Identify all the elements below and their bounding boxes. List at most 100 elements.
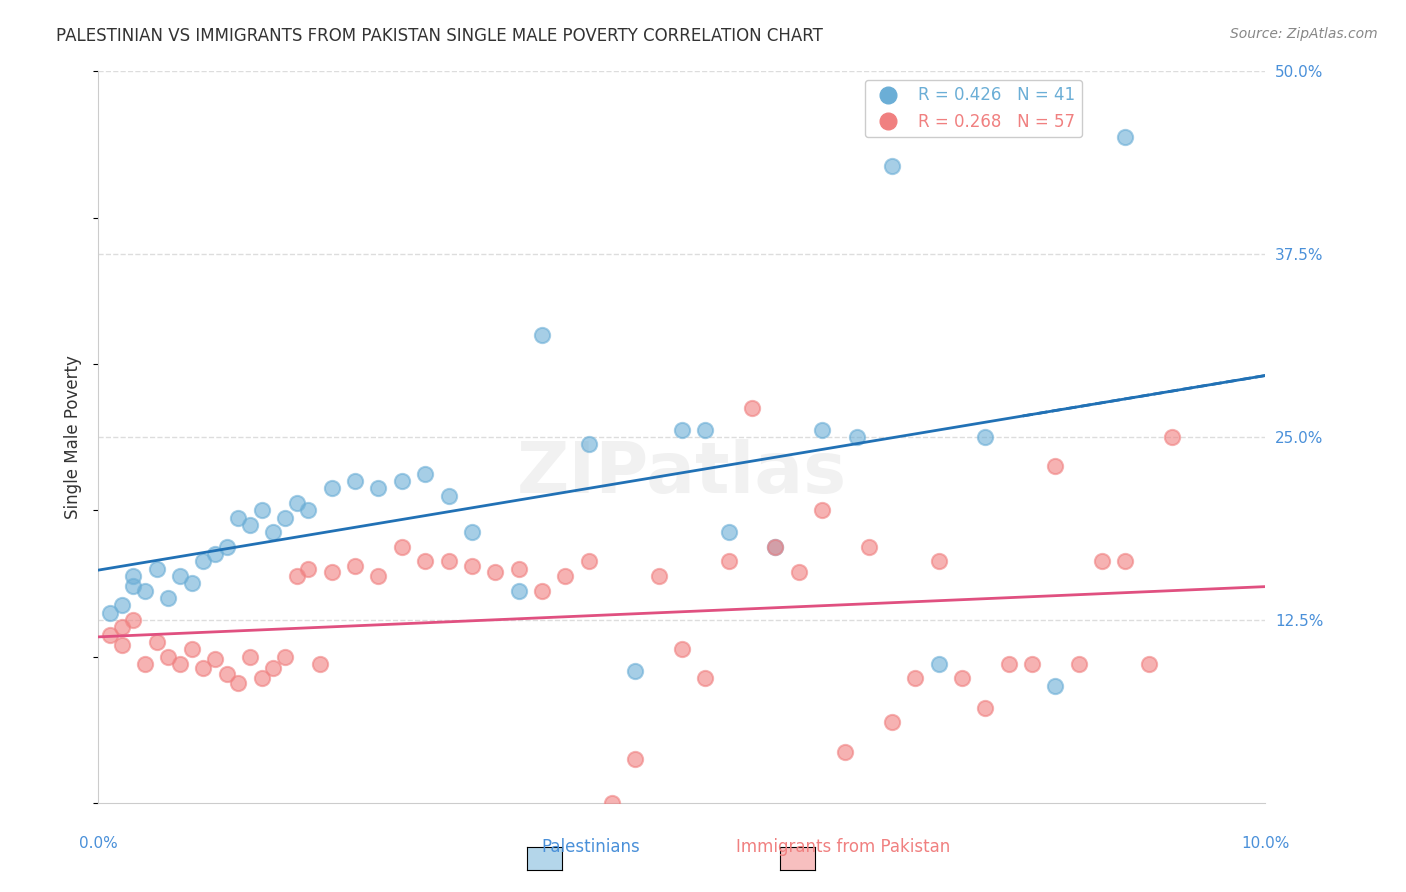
Point bbox=[321, 481, 343, 495]
Point bbox=[1091, 554, 1114, 568]
Point bbox=[180, 642, 202, 657]
Point bbox=[1067, 657, 1090, 671]
Point bbox=[193, 661, 215, 675]
Point bbox=[997, 657, 1019, 671]
Point bbox=[695, 423, 717, 437]
Point bbox=[239, 649, 262, 664]
Point bbox=[367, 569, 389, 583]
Point bbox=[1045, 459, 1067, 474]
Point bbox=[367, 481, 389, 495]
Point bbox=[204, 652, 226, 666]
Point bbox=[974, 700, 997, 714]
Point bbox=[508, 583, 530, 598]
Point bbox=[695, 672, 717, 686]
Point bbox=[157, 649, 180, 664]
Point bbox=[215, 540, 238, 554]
Point bbox=[111, 638, 134, 652]
Point bbox=[285, 569, 308, 583]
Point bbox=[1021, 657, 1043, 671]
Point bbox=[98, 627, 121, 641]
Point bbox=[763, 540, 786, 554]
Point bbox=[787, 565, 810, 579]
Point bbox=[530, 327, 553, 342]
Point bbox=[391, 540, 413, 554]
Point bbox=[763, 540, 786, 554]
Point bbox=[391, 474, 413, 488]
Point bbox=[624, 752, 647, 766]
Point bbox=[1137, 657, 1160, 671]
Point bbox=[250, 503, 273, 517]
Point bbox=[193, 554, 215, 568]
Point bbox=[98, 606, 121, 620]
Text: Palestinians: Palestinians bbox=[541, 838, 640, 856]
Point bbox=[1045, 679, 1067, 693]
Point bbox=[928, 554, 950, 568]
Point bbox=[344, 558, 367, 573]
Text: 10.0%: 10.0% bbox=[1241, 836, 1289, 851]
Point bbox=[974, 430, 997, 444]
Point bbox=[600, 796, 623, 810]
Point bbox=[146, 635, 169, 649]
Point bbox=[146, 562, 169, 576]
Point bbox=[624, 664, 647, 678]
Point bbox=[111, 620, 134, 634]
Point bbox=[845, 430, 868, 444]
Point bbox=[437, 554, 460, 568]
Point bbox=[530, 583, 553, 598]
Point bbox=[274, 510, 297, 524]
Point bbox=[578, 554, 600, 568]
Point bbox=[262, 661, 284, 675]
Point bbox=[204, 547, 226, 561]
Point bbox=[157, 591, 180, 605]
Point bbox=[134, 657, 156, 671]
Point bbox=[950, 672, 973, 686]
Text: PALESTINIAN VS IMMIGRANTS FROM PAKISTAN SINGLE MALE POVERTY CORRELATION CHART: PALESTINIAN VS IMMIGRANTS FROM PAKISTAN … bbox=[56, 27, 823, 45]
Point bbox=[484, 565, 506, 579]
Point bbox=[215, 667, 238, 681]
Point bbox=[1114, 554, 1136, 568]
Point bbox=[671, 423, 693, 437]
Point bbox=[904, 672, 927, 686]
Point bbox=[858, 540, 880, 554]
Point bbox=[111, 599, 134, 613]
Point bbox=[228, 510, 250, 524]
Point bbox=[250, 672, 273, 686]
Point bbox=[134, 583, 156, 598]
Y-axis label: Single Male Poverty: Single Male Poverty bbox=[65, 355, 83, 519]
Point bbox=[437, 489, 460, 503]
Point bbox=[717, 525, 740, 540]
Point bbox=[647, 569, 669, 583]
Point bbox=[169, 569, 191, 583]
Point bbox=[297, 562, 319, 576]
Point bbox=[1161, 430, 1184, 444]
Point bbox=[297, 503, 319, 517]
Point bbox=[122, 579, 145, 593]
Point bbox=[239, 517, 262, 532]
Point bbox=[928, 657, 950, 671]
Point bbox=[741, 401, 763, 415]
Point bbox=[180, 576, 202, 591]
Point bbox=[880, 715, 903, 730]
Point bbox=[554, 569, 576, 583]
Point bbox=[413, 554, 436, 568]
Point bbox=[344, 474, 367, 488]
Point bbox=[880, 160, 903, 174]
Point bbox=[228, 676, 250, 690]
Point bbox=[578, 437, 600, 451]
Point bbox=[413, 467, 436, 481]
Point bbox=[309, 657, 332, 671]
Point bbox=[508, 562, 530, 576]
Point bbox=[122, 569, 145, 583]
Point bbox=[285, 496, 308, 510]
Text: ZIPatlas: ZIPatlas bbox=[517, 439, 846, 508]
Text: Immigrants from Pakistan: Immigrants from Pakistan bbox=[737, 838, 950, 856]
Point bbox=[811, 423, 834, 437]
Text: 0.0%: 0.0% bbox=[79, 836, 118, 851]
Point bbox=[274, 649, 297, 664]
Point bbox=[811, 503, 834, 517]
Point bbox=[717, 554, 740, 568]
Point bbox=[461, 558, 484, 573]
Point bbox=[122, 613, 145, 627]
Point bbox=[321, 565, 343, 579]
Text: Source: ZipAtlas.com: Source: ZipAtlas.com bbox=[1230, 27, 1378, 41]
